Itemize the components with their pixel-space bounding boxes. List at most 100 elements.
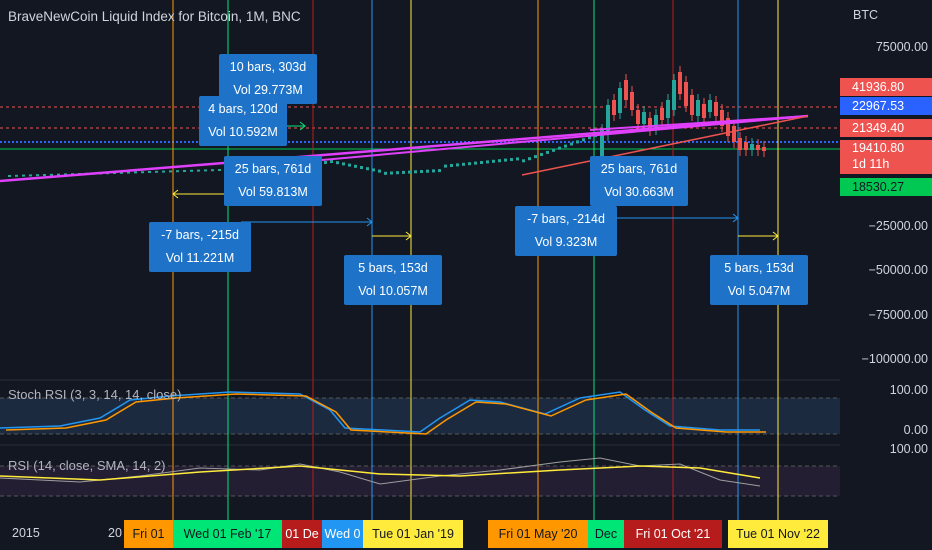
candle xyxy=(141,171,144,174)
candle xyxy=(504,158,507,162)
candle xyxy=(43,174,46,176)
candle xyxy=(612,100,616,115)
measure-box-bars: -7 bars, -214d xyxy=(527,212,605,226)
measure-box[interactable]: 5 bars, 153d Vol 5.047M xyxy=(710,255,808,305)
x-date-label: Fri 01 xyxy=(124,520,173,548)
x-date-label: Tue 01 Jan '19 xyxy=(363,520,463,548)
candle xyxy=(696,100,700,116)
rsi-tick: 100.00 xyxy=(889,442,928,456)
candle xyxy=(384,171,387,175)
candle xyxy=(732,126,736,142)
price-tag-last: 21349.40 xyxy=(840,119,932,137)
candle xyxy=(690,95,694,115)
candle xyxy=(714,102,718,116)
measure-arrow-head xyxy=(299,121,306,131)
candle xyxy=(654,115,658,129)
candle xyxy=(684,82,688,106)
candle xyxy=(702,104,706,118)
candle xyxy=(756,145,760,150)
candle xyxy=(420,170,423,173)
candle xyxy=(588,136,591,140)
measure-box-bars: 5 bars, 153d xyxy=(724,261,794,275)
candle xyxy=(438,169,441,173)
candle xyxy=(498,159,501,163)
candle xyxy=(162,170,165,173)
candle xyxy=(624,80,628,100)
x-date-label: Wed 01 Feb '17 xyxy=(173,520,282,548)
x-date-label: Dec xyxy=(588,520,624,548)
candle xyxy=(372,168,375,172)
measure-box[interactable]: 25 bars, 761d Vol 30.663M xyxy=(590,156,688,206)
candle xyxy=(720,110,724,126)
candle xyxy=(15,174,18,177)
candle xyxy=(218,169,221,171)
candle xyxy=(480,161,483,164)
candle xyxy=(127,171,130,174)
candle xyxy=(176,170,179,173)
candle xyxy=(528,157,531,161)
measure-box[interactable]: 10 bars, 303d Vol 29.773M xyxy=(219,54,317,104)
candle xyxy=(576,140,579,144)
measure-box[interactable]: 4 bars, 120d Vol 10.592M xyxy=(199,96,287,146)
y-tick-label: 75000.00 xyxy=(875,40,928,54)
measure-box[interactable]: -7 bars, -214d Vol 9.323M xyxy=(515,206,617,256)
candle xyxy=(666,100,670,118)
candle xyxy=(57,173,60,176)
candle xyxy=(64,173,67,176)
candle xyxy=(510,158,513,161)
measure-box-volume: Vol 59.813M xyxy=(238,185,308,199)
candle xyxy=(342,162,345,166)
stoch-rsi-band xyxy=(0,398,840,434)
rsi-band xyxy=(0,466,840,496)
measure-box-volume: Vol 11.221M xyxy=(165,251,235,265)
currency-label: BTC xyxy=(853,8,878,22)
candle xyxy=(155,170,158,173)
candle xyxy=(396,171,399,175)
candle xyxy=(378,169,381,173)
candle xyxy=(366,167,369,171)
price-tag-current: 19410.80 xyxy=(840,140,932,157)
candle xyxy=(8,175,11,177)
candle xyxy=(190,169,193,172)
candle xyxy=(169,170,172,173)
candle xyxy=(408,170,411,174)
price-tag-mid: 22967.53 xyxy=(840,97,932,115)
measure-arrow-head xyxy=(772,231,779,241)
candle xyxy=(648,118,652,130)
candle xyxy=(606,105,610,135)
candle xyxy=(750,144,754,150)
measure-box[interactable]: 5 bars, 153d Vol 10.057M xyxy=(344,255,442,305)
candle xyxy=(348,163,351,167)
rsi-ma-line xyxy=(0,465,761,481)
candle xyxy=(642,112,646,124)
candle xyxy=(636,110,640,124)
trendline xyxy=(299,115,809,163)
candle xyxy=(570,142,573,146)
measure-arrow-head xyxy=(732,213,739,223)
x-axis-partial-label: 20 xyxy=(108,526,122,540)
stoch-rsi-label[interactable]: Stoch RSI (3, 3, 14, 14, close) xyxy=(8,387,182,402)
measure-box-bars: 5 bars, 153d xyxy=(358,261,428,275)
candle xyxy=(564,144,567,148)
candle xyxy=(474,161,477,165)
measure-box[interactable]: -7 bars, -215d Vol 11.221M xyxy=(149,222,251,272)
stoch-rsi-tick: 0.00 xyxy=(903,423,928,437)
y-tick-label: −50000.00 xyxy=(868,263,928,277)
candle xyxy=(324,161,327,164)
candle xyxy=(660,108,664,120)
measure-arrow-head xyxy=(172,189,179,199)
rsi-label[interactable]: RSI (14, close, SMA, 14, 2) xyxy=(8,458,166,473)
candle xyxy=(211,169,214,172)
candle xyxy=(516,157,519,161)
x-date-label: Fri 01 Oct '21 xyxy=(624,520,722,548)
measure-box-bars: 25 bars, 761d xyxy=(600,162,678,176)
candle-countdown: 1d 11h xyxy=(840,157,932,174)
measure-box[interactable]: 25 bars, 761d Vol 59.813M xyxy=(224,156,322,206)
candle xyxy=(148,171,151,173)
stoch-k-line xyxy=(0,391,760,433)
candle xyxy=(204,169,207,172)
candle xyxy=(462,162,465,166)
candle xyxy=(762,147,766,151)
